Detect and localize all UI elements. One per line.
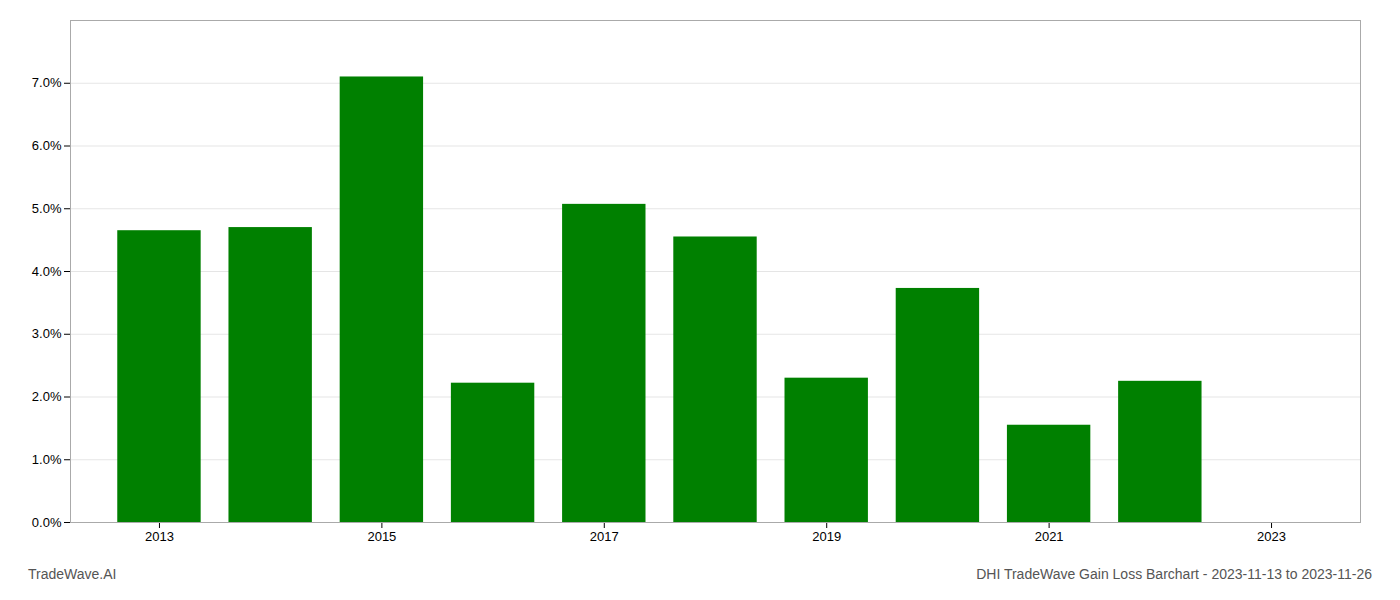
svg-text:2021: 2021	[1035, 529, 1064, 544]
svg-text:2013: 2013	[145, 529, 174, 544]
svg-text:7.0%: 7.0%	[32, 75, 62, 90]
svg-text:6.0%: 6.0%	[32, 138, 62, 153]
svg-text:2019: 2019	[812, 529, 841, 544]
html-text:DHI TradeWave Gain Loss Barcha: DHI TradeWave Gain Loss Barchart - 2023-…	[976, 566, 1372, 582]
svg-text:2023: 2023	[1257, 529, 1286, 544]
svg-text:5.0%: 5.0%	[32, 201, 62, 216]
svg-text:0.0%: 0.0%	[32, 515, 62, 530]
svg-text:4.0%: 4.0%	[32, 264, 62, 279]
svg-text:2015: 2015	[367, 529, 396, 544]
svg-text:2.0%: 2.0%	[32, 389, 62, 404]
svg-text:1.0%: 1.0%	[32, 452, 62, 467]
svg-text:3.0%: 3.0%	[32, 326, 62, 341]
html-text:TradeWave.AI: TradeWave.AI	[28, 566, 117, 582]
svg-text:2017: 2017	[590, 529, 619, 544]
